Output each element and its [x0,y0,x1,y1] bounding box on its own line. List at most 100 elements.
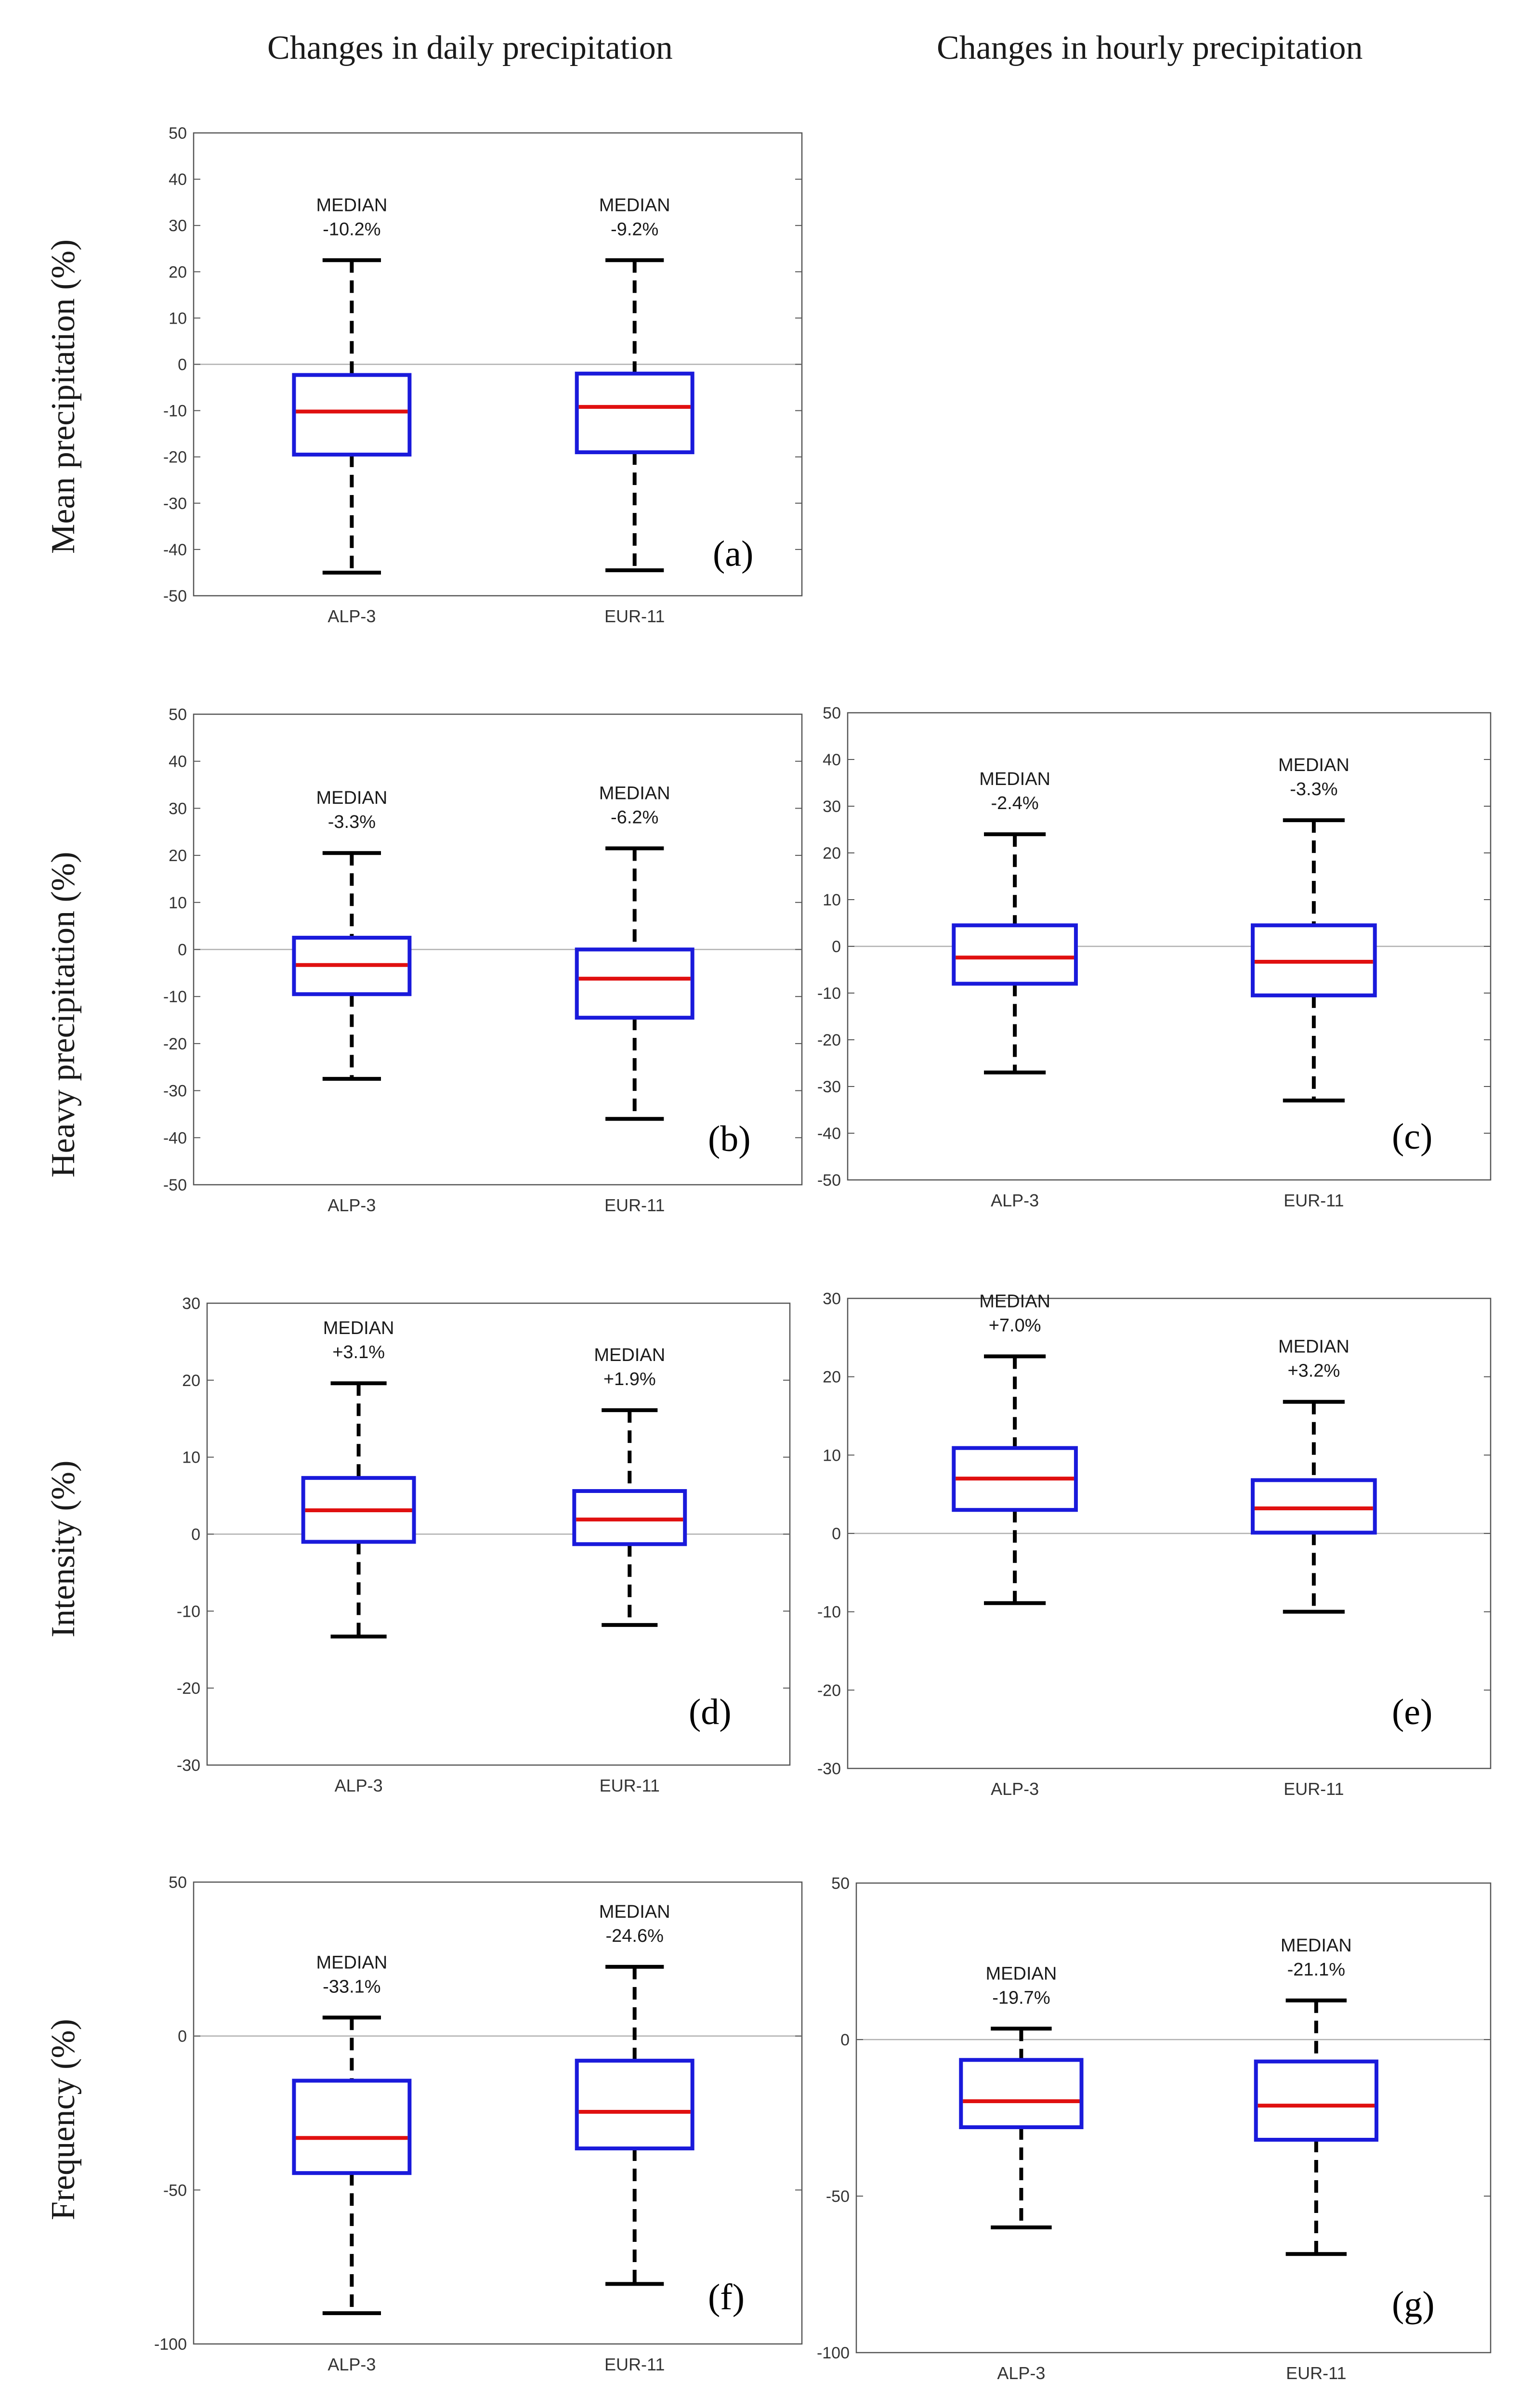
y-tick-label: 10 [823,1446,841,1465]
y-tick-label: -10 [163,988,187,1006]
median-value: -9.2% [611,219,658,239]
median-word: MEDIAN [1278,1337,1350,1357]
box-eur-11: MEDIAN -3.3% [1251,755,1377,1103]
median-value: +3.1% [332,1342,385,1362]
x-category-label: EUR-11 [600,1776,660,1795]
interquartile-box [292,2079,412,2175]
box-alp-3: MEDIAN -19.7% [959,1963,1084,2229]
x-category-label: EUR-11 [604,1195,665,1215]
median-value: -3.3% [328,812,376,832]
box-alp-3: MEDIAN -33.1% [292,1952,412,2316]
median-value: -6.2% [611,807,658,827]
median-value: +1.9% [603,1369,656,1389]
panel-f: 50 0 -50 -100 MEDIAN -33.1% ALP-3 MEDIAN -24.6% E… [154,1873,803,2374]
x-category-label: ALP-3 [997,2363,1045,2383]
median-word: MEDIAN [599,195,670,215]
y-tick-label: 30 [823,1290,841,1308]
y-tick-label: 40 [823,751,841,769]
y-tick-label: 0 [178,356,187,374]
y-tick-label: 10 [823,891,841,909]
y-tick-label: 0 [178,2028,187,2046]
y-tick-label: 0 [832,1525,841,1543]
x-category-label: ALP-3 [328,2355,376,2374]
y-tick-label: 10 [182,1449,200,1467]
median-word: MEDIAN [599,783,670,803]
panel-letter: (b) [708,1119,751,1159]
y-tick-label: 30 [169,799,187,818]
y-tick-label: 20 [182,1372,200,1390]
y-tick-label: -40 [817,1125,841,1143]
panel-letter: (d) [689,1692,732,1732]
y-tick-label: -100 [817,2344,850,2362]
y-tick-label: -20 [177,1679,200,1698]
median-word: MEDIAN [1278,755,1350,775]
axes-frame [193,1881,803,2345]
x-category-label: EUR-11 [1284,1191,1344,1210]
y-tick-label: 20 [823,1368,841,1387]
y-tick-label: 0 [191,1526,200,1544]
y-tick-label: -50 [163,1176,187,1194]
median-word: MEDIAN [323,1318,394,1338]
box-alp-3: MEDIAN -2.4% [952,769,1078,1074]
y-tick-label: 50 [823,704,841,722]
box-alp-3: MEDIAN +3.1% [301,1318,416,1639]
box-alp-3: MEDIAN +7.0% [952,1291,1078,1605]
median-value: -10.2% [323,219,380,239]
y-tick-label: -50 [817,1171,841,1190]
box-eur-11: MEDIAN +3.2% [1251,1337,1377,1614]
median-word: MEDIAN [316,195,387,215]
median-word: MEDIAN [986,1963,1057,1984]
panel-e: 30 20 10 0 -10 -20 -30 MEDIAN +7.0% ALP-3 MEDIAN +3… [817,1290,1492,1799]
x-category-label: EUR-11 [604,2355,665,2374]
panel-letter: (f) [708,2277,745,2317]
y-tick-label: 20 [169,847,187,865]
y-tick-label: -20 [163,448,187,467]
column-title-daily: Changes in daily precipitation [267,29,673,66]
y-tick-label: -40 [163,1129,187,1147]
y-tick-label: 20 [823,844,841,863]
box-alp-3: MEDIAN -3.3% [292,788,412,1081]
median-value: +3.2% [1287,1361,1340,1381]
x-category-label: ALP-3 [335,1776,383,1795]
y-tick-label: 10 [169,894,187,912]
box-eur-11: MEDIAN +1.9% [572,1345,687,1627]
y-tick-label: 50 [169,124,187,143]
y-tick-label: -20 [163,1035,187,1053]
panel-letter: (g) [1392,2284,1435,2325]
panel-letter: (c) [1392,1116,1432,1157]
y-tick-label: 50 [831,1874,850,1893]
interquartile-box [1254,2059,1378,2142]
panel-b: 50 40 30 20 10 0 -10 -20 -30 -40 -50 MEDIAN -3.3% ALP… [163,706,803,1215]
y-tick-label: -30 [163,495,187,513]
y-tick-label: -20 [817,1031,841,1049]
x-category-label: ALP-3 [328,606,376,626]
panel-letter: (e) [1392,1692,1432,1732]
y-tick-label: -50 [163,2181,187,2199]
y-tick-label: 40 [169,170,187,189]
y-tick-label: 50 [169,1873,187,1892]
y-tick-label: -10 [817,984,841,1003]
column-title-hourly: Changes in hourly precipitation [937,29,1363,66]
interquartile-box [575,371,694,455]
y-tick-label: 0 [178,941,187,959]
median-value: -33.1% [323,1976,380,1997]
y-tick-label: -50 [163,587,187,605]
axes-frame [855,1882,1492,2354]
x-category-label: EUR-11 [1284,1779,1344,1799]
x-category-label: EUR-11 [604,606,665,626]
y-tick-label: 10 [169,309,187,327]
x-category-label: EUR-11 [1286,2363,1346,2383]
interquartile-box [575,2058,694,2151]
median-value: +7.0% [989,1315,1041,1335]
median-value: -21.1% [1287,1960,1345,1980]
x-category-label: ALP-3 [991,1191,1039,1210]
interquartile-box [292,373,412,457]
box-eur-11: MEDIAN -6.2% [575,783,694,1121]
panel-a: 50 40 30 20 10 0 -10 -20 -30 -40 -50 MEDIAN -10.2% AL… [163,124,803,626]
median-word: MEDIAN [979,769,1050,789]
interquartile-box [959,2058,1084,2129]
y-tick-label: -10 [817,1603,841,1622]
y-tick-label: 0 [832,938,841,956]
panel-c: 50 40 30 20 10 0 -10 -20 -30 -40 -50 MEDIAN -2.4% ALP… [817,704,1492,1210]
